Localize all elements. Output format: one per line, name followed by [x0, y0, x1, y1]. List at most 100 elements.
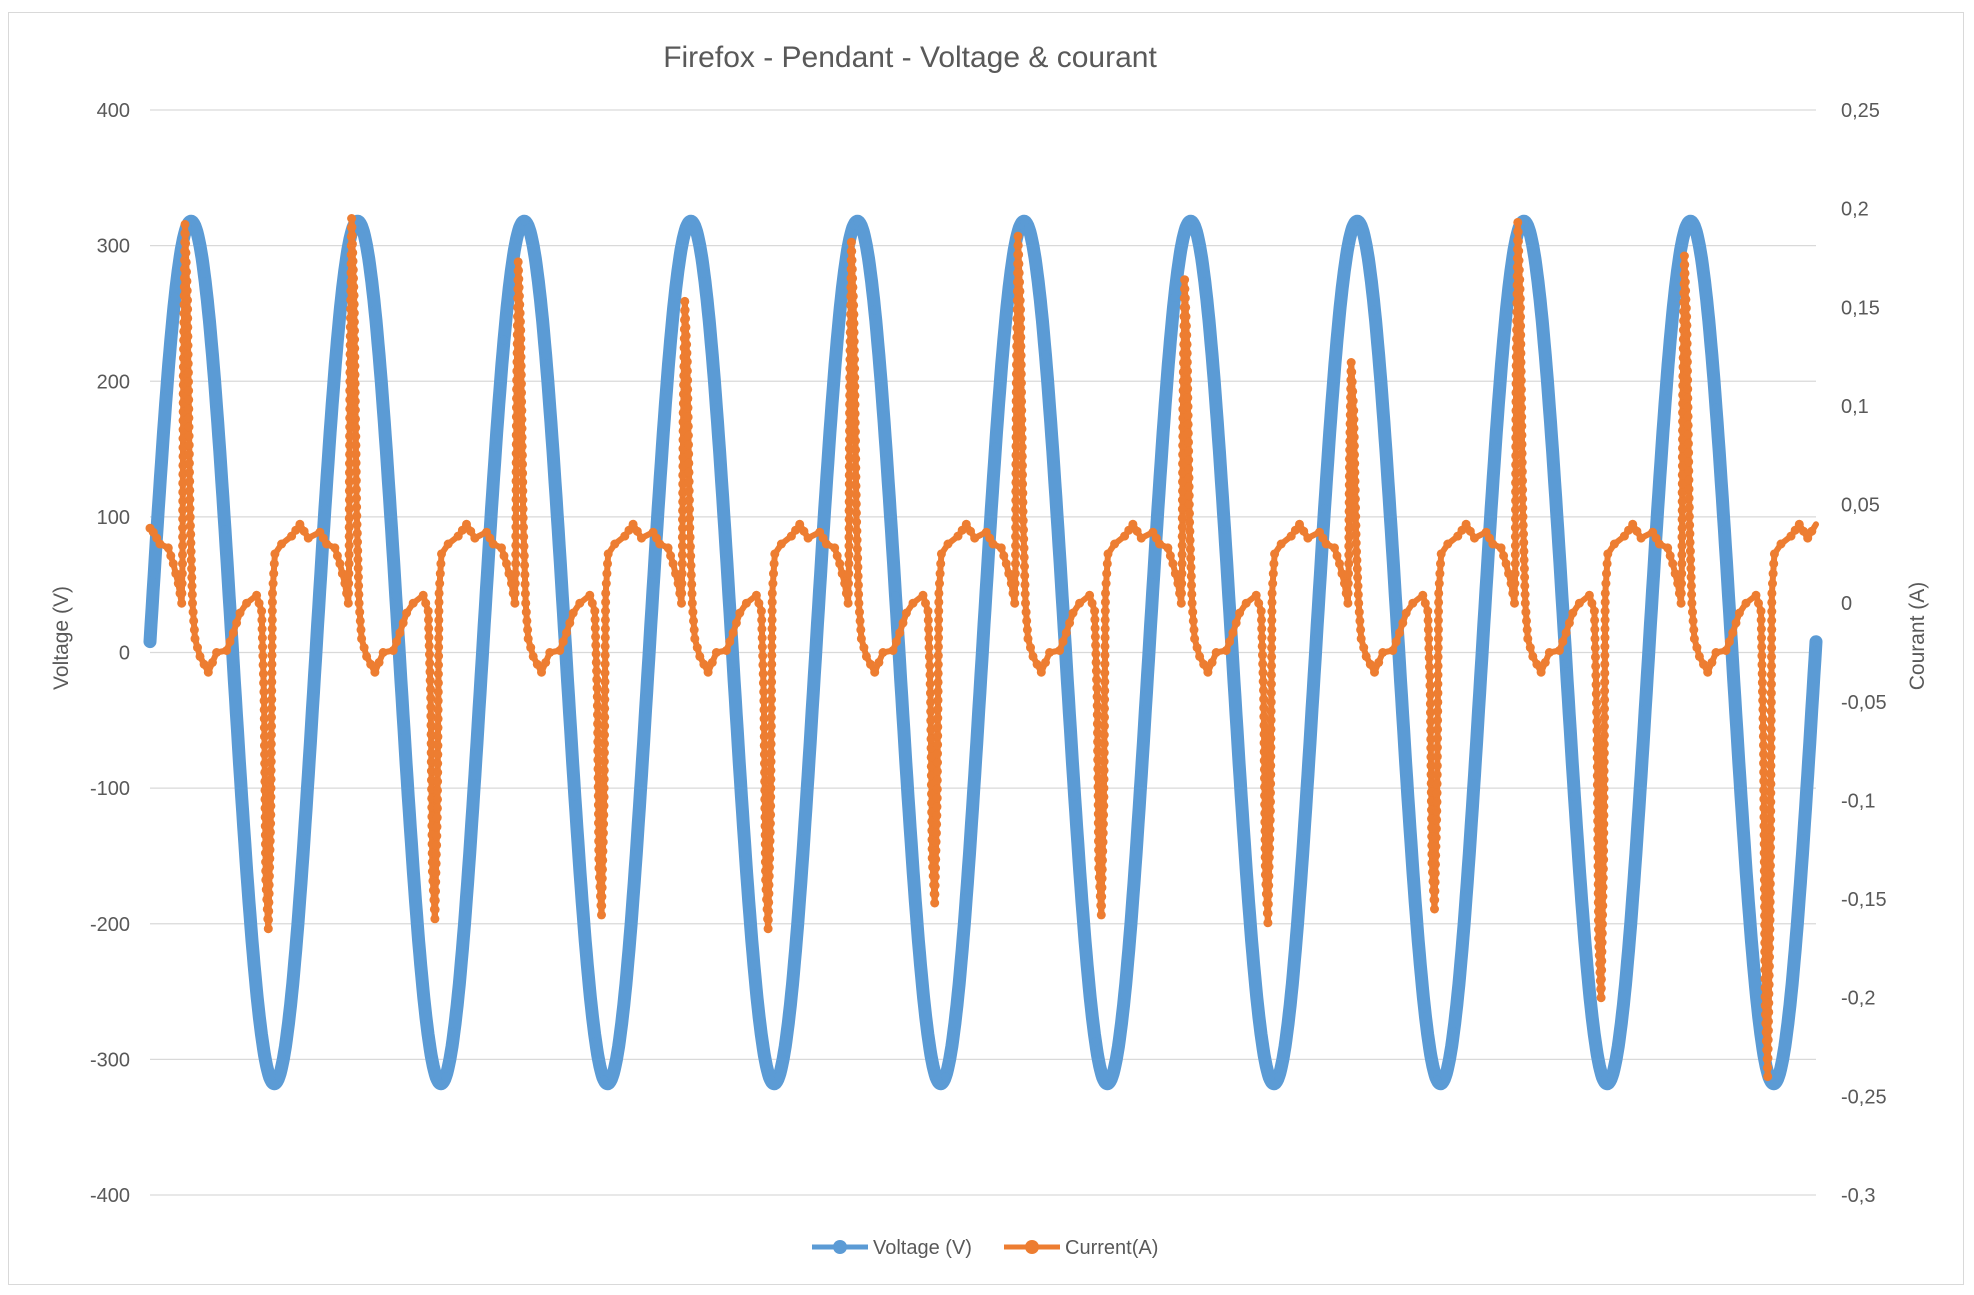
current-point	[266, 739, 276, 749]
current-point	[180, 229, 190, 239]
current-point	[269, 569, 279, 579]
current-point	[1187, 589, 1197, 599]
current-point	[1600, 695, 1610, 705]
current-point	[844, 532, 854, 542]
current-point	[434, 633, 444, 643]
current-point	[766, 739, 776, 749]
current-point	[348, 256, 358, 266]
current-point	[677, 541, 687, 551]
legend-voltage[interactable]: Voltage (V)	[812, 1237, 972, 1259]
current-point	[348, 248, 358, 258]
current-point	[1683, 411, 1693, 421]
current-point	[511, 485, 521, 495]
current-point	[1766, 697, 1776, 707]
current-point	[516, 370, 526, 380]
current-point	[769, 559, 779, 569]
current-point	[766, 712, 776, 722]
current-point	[1343, 588, 1353, 598]
current-point	[511, 522, 521, 532]
current-point	[177, 569, 187, 579]
current-point	[1344, 533, 1354, 542]
voltage-point	[949, 1027, 959, 1037]
current-point	[600, 695, 610, 704]
current-point	[925, 670, 935, 680]
current-point	[1259, 756, 1269, 766]
voltage-point	[1095, 1061, 1105, 1071]
current-point	[195, 651, 205, 661]
voltage-point	[1365, 268, 1375, 278]
voltage-point	[607, 1072, 617, 1082]
voltage-point	[1528, 241, 1538, 251]
current-point	[1596, 984, 1606, 993]
current-point	[225, 637, 235, 647]
voltage-point	[1078, 910, 1088, 920]
current-point	[511, 559, 521, 569]
current-point	[1601, 579, 1611, 588]
current-point	[186, 529, 196, 539]
current-point	[844, 497, 854, 507]
current-point	[1516, 376, 1526, 385]
current-point	[1016, 332, 1026, 342]
voltage-point	[1236, 791, 1246, 801]
voltage-point	[1574, 853, 1584, 863]
current-point	[1757, 678, 1767, 688]
current-point	[851, 499, 861, 509]
current-point	[1267, 652, 1277, 662]
voltage-point	[1140, 704, 1150, 714]
current-point	[433, 732, 443, 742]
current-point	[265, 836, 275, 846]
current-point	[1431, 842, 1441, 851]
current-point	[266, 774, 276, 784]
voltage-point	[145, 637, 155, 647]
current-point	[961, 519, 971, 529]
current-point	[1759, 758, 1769, 768]
current-point	[924, 643, 934, 652]
current-point	[212, 648, 222, 657]
current-point	[1189, 625, 1199, 635]
current-point	[1018, 479, 1028, 489]
current-point	[1016, 314, 1026, 324]
voltage-point	[878, 403, 888, 413]
current-point	[1794, 519, 1804, 529]
voltage-point	[657, 442, 667, 452]
current-point	[1266, 706, 1276, 716]
current-point	[1686, 564, 1696, 573]
voltage-point	[1640, 704, 1650, 714]
current-point	[1100, 624, 1110, 634]
current-point	[850, 355, 859, 364]
current-point	[433, 678, 443, 688]
current-point	[1628, 519, 1638, 529]
current-point	[258, 642, 268, 652]
right-axis-title: Courant (A)	[1906, 582, 1929, 691]
current-point	[1190, 634, 1200, 644]
legend-current[interactable]: Current(A)	[1004, 1237, 1158, 1259]
current-point	[351, 449, 361, 459]
current-point	[1017, 406, 1027, 415]
current-point	[689, 625, 699, 635]
current-point	[847, 264, 857, 274]
current-point	[511, 540, 521, 550]
voltage-point	[1195, 241, 1205, 251]
current-point	[926, 716, 936, 726]
current-point	[515, 317, 525, 327]
current-point	[852, 535, 862, 545]
voltage-point	[1711, 403, 1721, 413]
current-point	[268, 579, 278, 588]
current-point	[1258, 668, 1268, 678]
current-point	[924, 624, 934, 634]
current-point	[1766, 779, 1776, 789]
current-point	[1099, 739, 1109, 749]
current-point	[933, 713, 943, 723]
current-point	[520, 560, 530, 570]
current-point	[1100, 650, 1110, 660]
current-point	[593, 710, 602, 720]
current-point	[353, 572, 363, 582]
voltage-point	[1411, 910, 1421, 920]
current-point	[678, 523, 687, 533]
current-point	[677, 579, 687, 588]
current-point	[332, 551, 342, 561]
voltage-point	[966, 834, 975, 844]
current-point	[930, 889, 940, 899]
current-point	[497, 543, 506, 553]
current-point	[518, 504, 528, 514]
